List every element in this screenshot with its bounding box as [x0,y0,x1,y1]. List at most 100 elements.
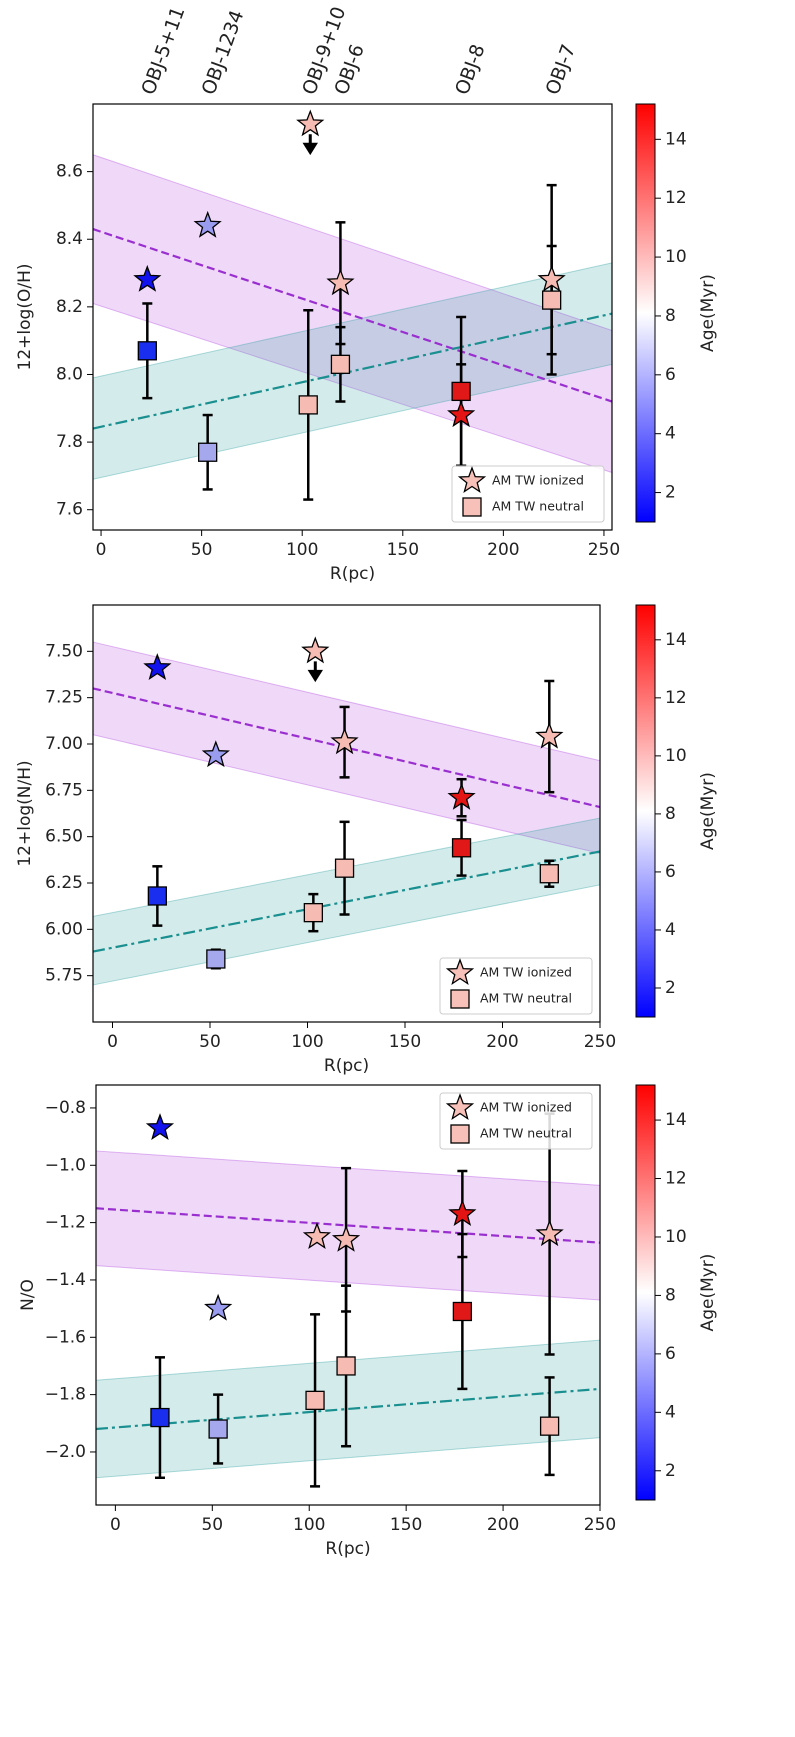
star-marker [535,721,564,749]
colorbar-tick-label: 10 [665,247,687,267]
colorbar-tick-label: 2 [665,978,676,998]
colorbar-tick-label: 8 [665,804,676,824]
colorbar-tick-label: 6 [665,862,676,882]
y-tick-label: 6.00 [45,919,83,939]
upper-limit-arrow [302,134,318,156]
square-marker [208,1419,228,1439]
square-marker [451,381,471,402]
star-marker [133,264,162,292]
x-axis-label: R(pc) [330,564,375,584]
legend-marker [450,1124,470,1144]
legend-label: AM TW neutral [480,1126,572,1141]
fit-line [92,850,601,953]
upper-limit-arrow [307,661,324,683]
star-marker [537,264,566,292]
colorbar-label: Age(Myr) [698,274,718,352]
y-tick-label: 7.00 [45,734,83,754]
star-marker [301,636,330,664]
square-marker [452,1301,473,1322]
star-marker [204,1293,233,1321]
colorbar-tick-label: 14 [665,129,687,149]
square-marker [539,1416,560,1436]
x-tick-label: 100 [293,1515,325,1535]
x-axis-label: R(pc) [325,1539,370,1559]
legend-label: AM TW ionized [480,1100,572,1115]
y-tick-label: 8.2 [56,297,83,317]
y-axis-label: N/O [18,1279,38,1311]
top-label: OBJ-5+11 [137,4,189,98]
square-marker [542,290,562,310]
y-tick-label: 7.8 [56,432,83,452]
colorbar-tick-label: 2 [665,1461,676,1481]
x-tick-label: 250 [584,1515,616,1535]
colorbar [635,103,656,523]
square-marker [539,864,559,884]
star-marker [447,400,476,428]
x-tick-label: 50 [199,1032,221,1052]
colorbar-tick-label: 8 [665,1285,676,1305]
colorbar-tick-label: 6 [665,1344,676,1364]
colorbar-tick-label: 2 [665,483,676,503]
square-marker [303,903,324,923]
legend-label: AM TW neutral [480,991,572,1006]
star-marker [326,268,355,296]
colorbar-tick-label: 10 [665,746,687,766]
y-tick-label: 5.75 [45,966,83,986]
star-marker [143,653,172,681]
colorbar-tick-label: 12 [665,1169,687,1189]
colorbar-tick-label: 8 [665,306,676,326]
y-tick-label: −1.0 [45,1155,86,1175]
y-tick-label: 8.4 [56,229,83,249]
colorbar-tick-label: 4 [665,424,676,444]
square-marker [334,858,355,878]
x-tick-label: 200 [486,1032,518,1052]
star-marker [302,1222,332,1250]
y-tick-label: 6.75 [45,780,83,800]
colorbar [635,604,656,1018]
legend-marker [445,958,475,985]
colorbar [635,1084,656,1501]
x-tick-label: 250 [584,1032,616,1052]
x-tick-label: 50 [201,1515,223,1535]
colorbar-label: Age(Myr) [698,772,718,850]
star-marker [296,109,325,137]
square-marker [150,1407,170,1428]
legend-marker [450,989,470,1009]
plot-frame [95,1084,601,1506]
star-marker [201,740,230,768]
x-tick-label: 250 [588,540,620,560]
x-tick-label: 0 [96,540,107,560]
square-marker [198,442,218,462]
legend-marker [462,497,482,517]
star-marker [535,1219,564,1247]
x-tick-label: 200 [487,1515,519,1535]
square-marker [305,1390,325,1411]
square-marker [451,838,472,858]
y-tick-label: 6.50 [45,827,83,847]
legend-box [439,957,593,1015]
y-tick-label: −1.4 [45,1270,86,1290]
y-tick-label: 8.6 [56,162,83,182]
fit-line [92,312,613,430]
x-tick-label: 100 [286,540,318,560]
star-marker [330,727,359,755]
fit-line [92,228,613,403]
colorbar-tick-label: 14 [665,1110,687,1130]
plot-frame [92,103,613,531]
top-label: OBJ-8 [451,41,489,97]
square-marker [147,886,168,906]
y-axis-label: 12+log(N/H) [15,760,35,866]
x-tick-label: 200 [487,540,519,560]
star-marker [193,210,222,238]
y-tick-label: 6.25 [45,873,83,893]
x-tick-label: 0 [107,1032,118,1052]
colorbar-tick-label: 10 [665,1227,687,1247]
y-tick-label: −1.6 [45,1327,86,1347]
y-tick-label: −0.8 [45,1098,86,1118]
fit-line [95,1387,601,1431]
legend-box [451,465,605,523]
y-tick-label: 7.6 [56,500,83,520]
legend-marker [445,1093,475,1120]
